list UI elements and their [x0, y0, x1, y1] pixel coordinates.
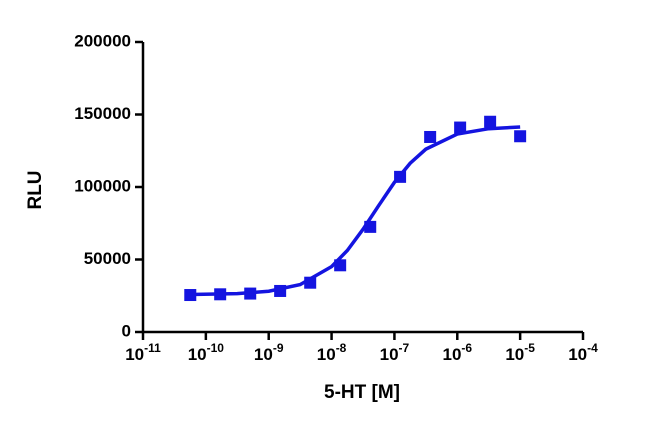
x-tick-label: 10-5	[505, 341, 535, 364]
x-tick-label: 10-7	[380, 341, 410, 364]
data-point	[244, 287, 257, 300]
y-tick-label: 100000	[74, 176, 131, 195]
fit-curve	[190, 125, 521, 297]
data-point	[304, 276, 317, 289]
data-point	[364, 220, 377, 233]
data-point	[184, 289, 197, 302]
x-axis-title: 5-HT [M]	[324, 382, 400, 403]
x-tick-label: 10-6	[442, 341, 472, 364]
data-point	[394, 170, 407, 183]
data-point	[514, 130, 527, 143]
data-point	[424, 130, 437, 143]
y-tick-label: 200000	[74, 31, 131, 50]
x-tick-label: 10-9	[254, 341, 284, 364]
data-point	[274, 284, 287, 297]
data-point	[334, 259, 347, 272]
x-tick-label: 10-4	[568, 341, 598, 364]
data-point	[454, 121, 467, 134]
data-point	[484, 115, 497, 128]
y-axis-title: RLU	[25, 170, 46, 209]
x-tick-label: 10-10	[188, 341, 225, 364]
y-tick-label: 0	[122, 321, 131, 340]
y-tick-label: 150000	[74, 104, 131, 123]
data-point	[214, 288, 227, 301]
x-tick-label: 10-11	[125, 341, 161, 364]
y-tick-label: 50000	[84, 249, 131, 268]
x-tick-label: 10-8	[317, 341, 347, 364]
